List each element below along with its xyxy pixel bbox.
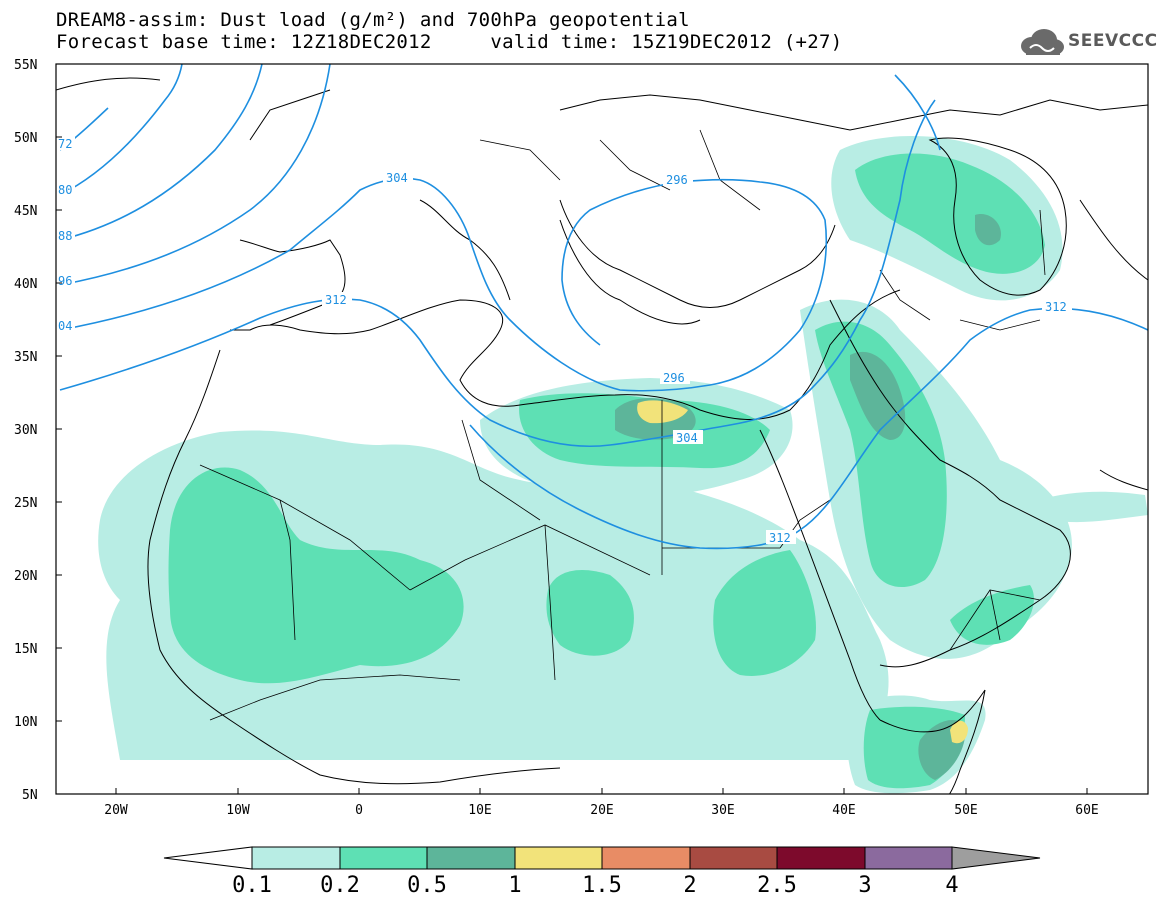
svg-text:80: 80 xyxy=(58,183,72,197)
contour-label-88: 88 xyxy=(57,228,75,243)
contour-label-312-south: 312 xyxy=(766,530,796,545)
colorbar-high-arrow xyxy=(951,846,1041,870)
cloud-logo-icon xyxy=(1021,29,1064,55)
country-borders xyxy=(199,129,1046,721)
contour-label-312-west: 312 xyxy=(322,292,352,307)
lon-label: 40E xyxy=(832,803,855,818)
svg-text:312: 312 xyxy=(769,531,791,545)
colorbar-swatch xyxy=(776,846,866,870)
colorbar-swatch xyxy=(251,846,341,870)
colorbar-swatch xyxy=(601,846,691,870)
map-subtitle-times: Forecast base time: 12Z18DEC2012 valid t… xyxy=(56,31,843,53)
lat-label: 10N xyxy=(14,715,37,730)
contour-label-80: 80 xyxy=(57,182,75,197)
lat-label: 50N xyxy=(14,131,37,146)
lat-label: 40N xyxy=(14,277,37,292)
contour-label-312-east: 312 xyxy=(1042,299,1072,314)
contour-label-296-south: 296 xyxy=(660,370,690,385)
lon-label: 20E xyxy=(590,803,613,818)
map-title: DREAM8-assim: Dust load (g/m²) and 700hP… xyxy=(56,9,690,31)
colorbar-swatch xyxy=(514,846,603,870)
colorbar-label: 0.5 xyxy=(407,873,447,898)
contour-label-96: 96 xyxy=(57,273,75,288)
svg-text:304: 304 xyxy=(676,431,698,445)
colorbar-label: 3 xyxy=(858,873,871,898)
svg-text:312: 312 xyxy=(325,293,347,307)
lon-label: 50E xyxy=(954,803,977,818)
colorbar-label: 0.1 xyxy=(232,873,272,898)
axis-ticks xyxy=(56,63,1088,794)
lon-label: 30E xyxy=(711,803,734,818)
lat-label: 5N xyxy=(22,788,38,803)
colorbar-swatch xyxy=(426,846,516,870)
dust-shading xyxy=(98,136,1148,794)
contour-label-304-south: 304 xyxy=(673,430,703,445)
svg-text:296: 296 xyxy=(666,173,688,187)
lat-label: 15N xyxy=(14,642,37,657)
lon-label: 0 xyxy=(355,803,363,818)
colorbar xyxy=(163,846,1041,870)
colorbar-label: 2.5 xyxy=(757,873,797,898)
lat-label: 45N xyxy=(14,204,37,219)
lon-label: 60E xyxy=(1075,803,1098,818)
geopotential-contours xyxy=(59,64,1148,550)
svg-text:312: 312 xyxy=(1045,300,1067,314)
lat-label: 25N xyxy=(14,496,37,511)
colorbar-label: 1 xyxy=(508,873,521,898)
colorbar-label: 0.2 xyxy=(320,873,360,898)
svg-text:72: 72 xyxy=(58,137,72,151)
contour-label-296-north: 296 xyxy=(663,172,693,187)
lat-label: 35N xyxy=(14,350,37,365)
contour-label-72: 72 xyxy=(57,136,75,151)
lat-label: 20N xyxy=(14,569,37,584)
latitude-labels: 55N 50N 45N 40N 35N 30N 25N 20N 15N 10N … xyxy=(14,58,38,803)
colorbar-label: 4 xyxy=(945,873,958,898)
svg-text:304: 304 xyxy=(386,171,408,185)
logo-text: SEEVCCC xyxy=(1068,31,1158,51)
lon-label: 10W xyxy=(226,803,250,818)
svg-text:296: 296 xyxy=(663,371,685,385)
dust-region-oman xyxy=(1040,491,1148,523)
lon-label: 10E xyxy=(468,803,491,818)
colorbar-label: 2 xyxy=(683,873,696,898)
lat-label: 30N xyxy=(14,423,37,438)
svg-text:88: 88 xyxy=(58,229,72,243)
coastlines xyxy=(56,77,1148,794)
colorbar-swatch xyxy=(864,846,953,870)
longitude-labels: 20W 10W 0 10E 20E 30E 40E 50E 60E xyxy=(104,803,1098,818)
contour-label-304-north: 304 xyxy=(383,170,413,185)
lat-label: 55N xyxy=(14,58,37,73)
contour-labels: 304 296 312 296 304 312 312 72 80 88 96 … xyxy=(57,136,1072,545)
contour-label-04: 04 xyxy=(57,318,75,333)
svg-text:04: 04 xyxy=(58,319,72,333)
colorbar-swatch xyxy=(689,846,778,870)
seevccc-logo: SEEVCCC xyxy=(1018,26,1158,60)
colorbar-labels: 0.1 0.2 0.5 1 1.5 2 2.5 3 4 xyxy=(232,873,959,898)
svg-text:96: 96 xyxy=(58,274,72,288)
lon-label: 20W xyxy=(104,803,128,818)
colorbar-low-arrow xyxy=(163,846,253,870)
colorbar-label: 1.5 xyxy=(582,873,622,898)
colorbar-swatch xyxy=(339,846,428,870)
